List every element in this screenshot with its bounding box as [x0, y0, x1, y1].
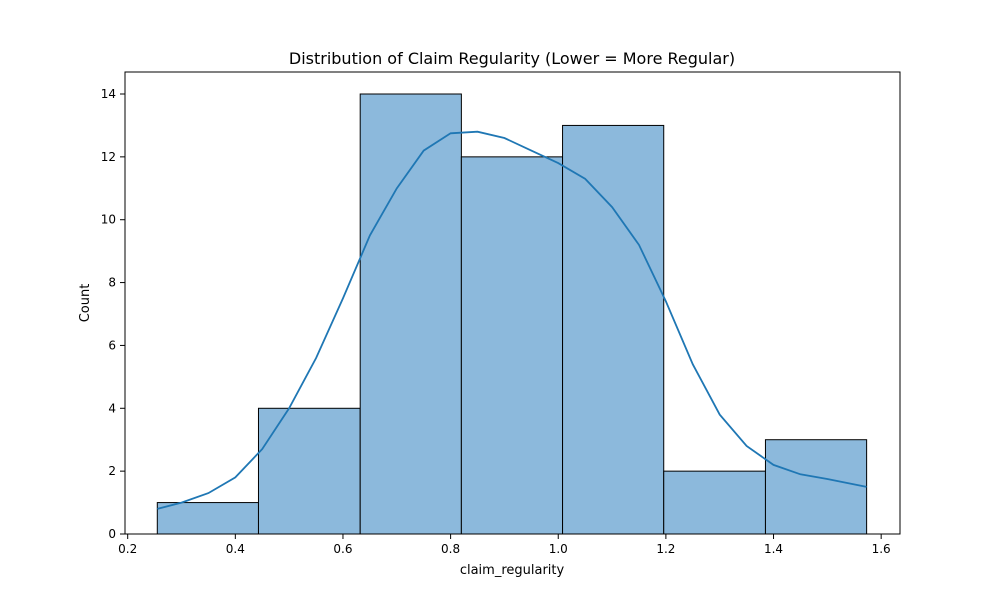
x-tick-label: 1.4	[764, 542, 783, 556]
chart-title: Distribution of Claim Regularity (Lower …	[289, 49, 735, 68]
y-tick-label: 14	[101, 87, 116, 101]
kde-curve-layer	[157, 130, 867, 510]
histogram-bar-4	[460, 156, 564, 535]
y-tick-label: 2	[108, 464, 116, 478]
y-axis-ticks: 0 2 4 6 8 10 12 14	[101, 87, 125, 541]
y-tick-label: 0	[108, 527, 116, 541]
y-axis-label: Count	[78, 284, 93, 323]
histogram-bar-3	[359, 93, 462, 535]
x-tick-label: 0.2	[118, 542, 137, 556]
x-axis-ticks: 0.2 0.4 0.6 0.8 1.0 1.2 1.4 1.6	[118, 534, 891, 556]
y-tick-label: 6	[108, 338, 116, 352]
plot-area-frame	[124, 71, 901, 535]
histogram-bar-5	[562, 124, 665, 535]
histogram-bar-6	[663, 470, 766, 535]
x-tick-label: 0.4	[226, 542, 245, 556]
y-tick-label: 12	[101, 150, 116, 164]
histogram-bars	[156, 93, 868, 535]
histogram-bar-2	[257, 407, 361, 535]
y-tick-label: 4	[108, 401, 116, 415]
y-tick-label: 8	[108, 276, 116, 290]
y-tick-label: 10	[101, 213, 116, 227]
x-tick-label: 0.8	[441, 542, 460, 556]
kde-density-line	[157, 130, 867, 510]
histogram-bar-7	[764, 439, 868, 535]
x-tick-label: 1.6	[872, 542, 891, 556]
x-tick-label: 0.6	[333, 542, 352, 556]
x-axis-label: claim_regularity	[460, 563, 565, 578]
histogram-bar-1	[156, 502, 259, 535]
x-tick-label: 1.2	[656, 542, 675, 556]
x-tick-label: 1.0	[549, 542, 568, 556]
